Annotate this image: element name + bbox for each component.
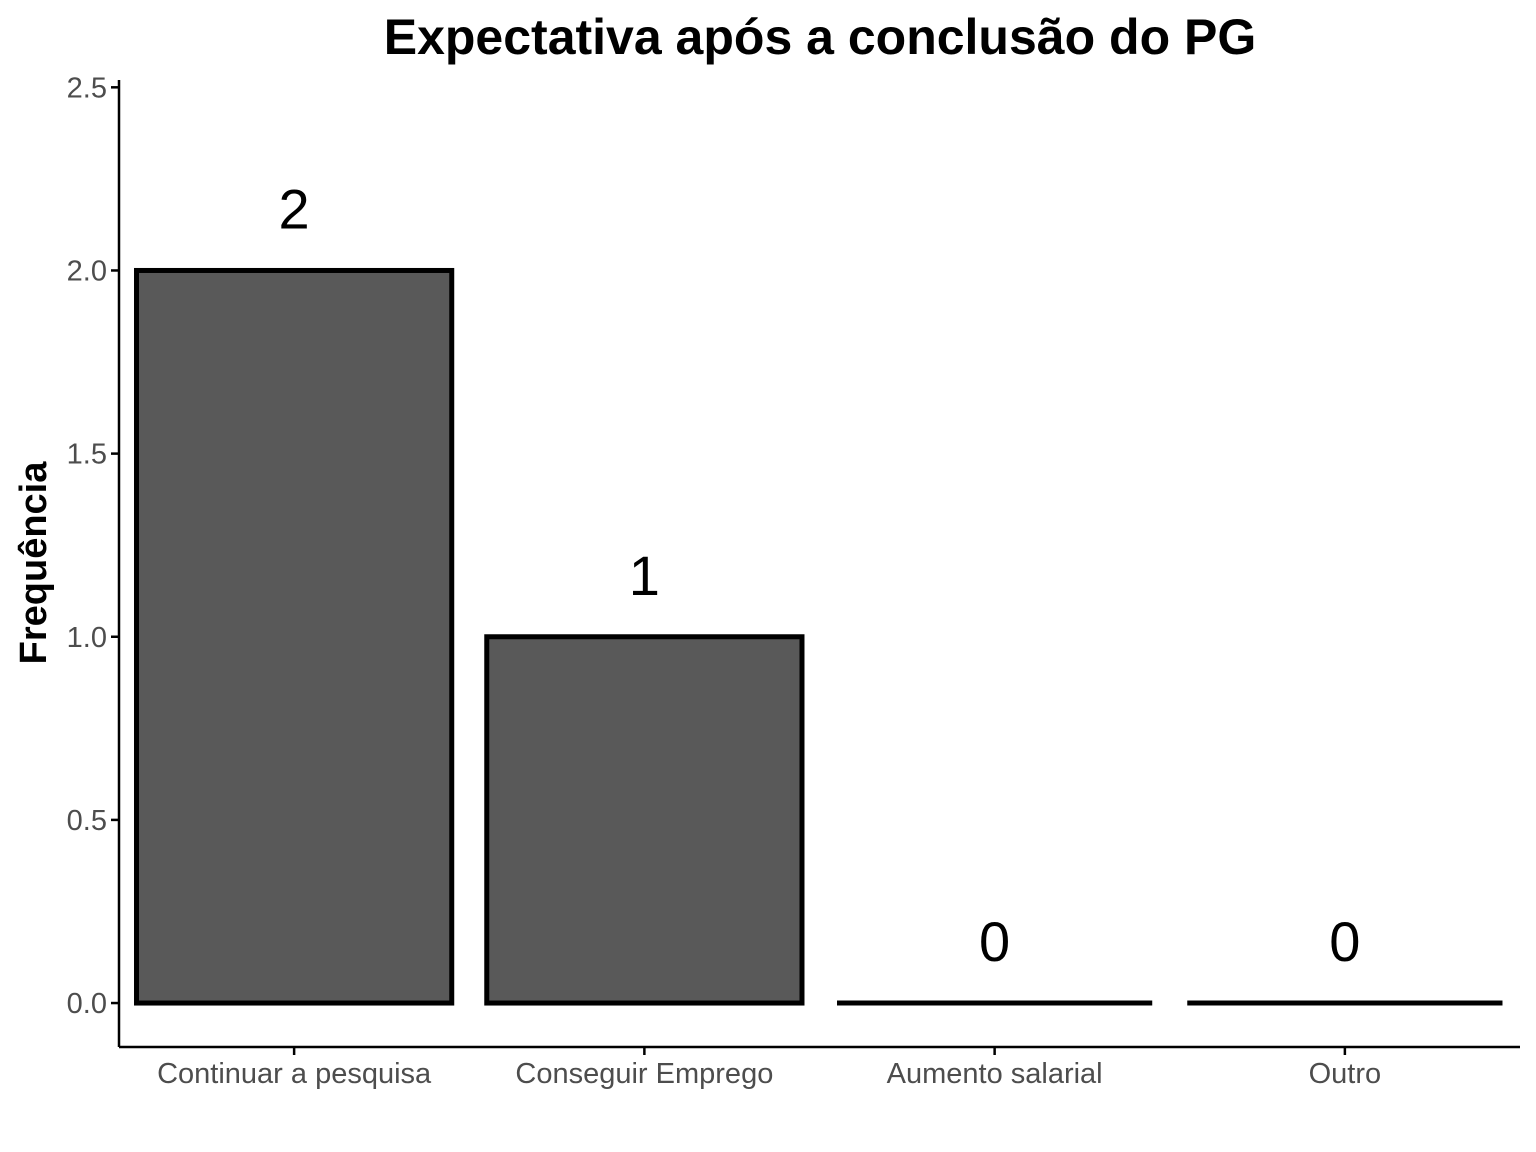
bar xyxy=(484,634,805,1006)
y-axis-title: Frequência xyxy=(13,461,55,665)
data-label: 0 xyxy=(1329,910,1360,973)
y-tick-label: 1.0 xyxy=(67,622,107,654)
y-tick-label: 2.5 xyxy=(67,72,107,104)
x-tick-label: Outro xyxy=(1309,1058,1382,1090)
data-label: 2 xyxy=(279,177,310,240)
chart-title: Expectativa após a conclusão do PG xyxy=(384,9,1257,65)
y-tick-label: 0.5 xyxy=(67,805,107,837)
y-tick-label: 2.0 xyxy=(67,255,107,287)
bar xyxy=(134,267,455,1006)
labels-group: 2 1 0 0 xyxy=(279,177,1361,973)
data-label: 1 xyxy=(629,544,660,607)
x-tick-label: Aumento salarial xyxy=(887,1058,1103,1090)
data-label: 0 xyxy=(979,910,1010,973)
y-tick-label: 0.0 xyxy=(67,988,107,1020)
y-tick-label: 1.5 xyxy=(67,439,107,471)
bars-group xyxy=(134,267,1503,1006)
x-tick-label: Continuar a pesquisa xyxy=(157,1058,432,1090)
x-tick-label: Conseguir Emprego xyxy=(515,1058,773,1090)
axes-group: 0.0 0.5 1.0 1.5 2.0 2.5 Continuar a pesquisa Co… xyxy=(67,72,1520,1090)
